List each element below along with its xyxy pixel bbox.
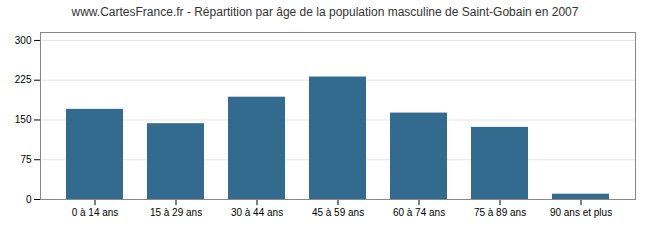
svg-text:15 à 29 ans: 15 à 29 ans bbox=[150, 207, 202, 218]
svg-text:150: 150 bbox=[15, 114, 32, 125]
svg-text:30 à 44 ans: 30 à 44 ans bbox=[231, 207, 283, 218]
svg-text:300: 300 bbox=[15, 35, 32, 46]
svg-text:90 ans et plus: 90 ans et plus bbox=[550, 207, 612, 218]
svg-text:60 à 74 ans: 60 à 74 ans bbox=[393, 207, 445, 218]
svg-text:0 à 14 ans: 0 à 14 ans bbox=[72, 207, 119, 218]
svg-text:0: 0 bbox=[26, 194, 32, 205]
svg-text:75 à 89 ans: 75 à 89 ans bbox=[474, 207, 526, 218]
svg-text:45 à 59 ans: 45 à 59 ans bbox=[312, 207, 364, 218]
svg-text:225: 225 bbox=[15, 74, 32, 85]
svg-text:75: 75 bbox=[20, 154, 32, 165]
html-text:www.CartesFrance.fr - Répartit: www.CartesFrance.fr - Répartition par âg… bbox=[71, 5, 579, 19]
